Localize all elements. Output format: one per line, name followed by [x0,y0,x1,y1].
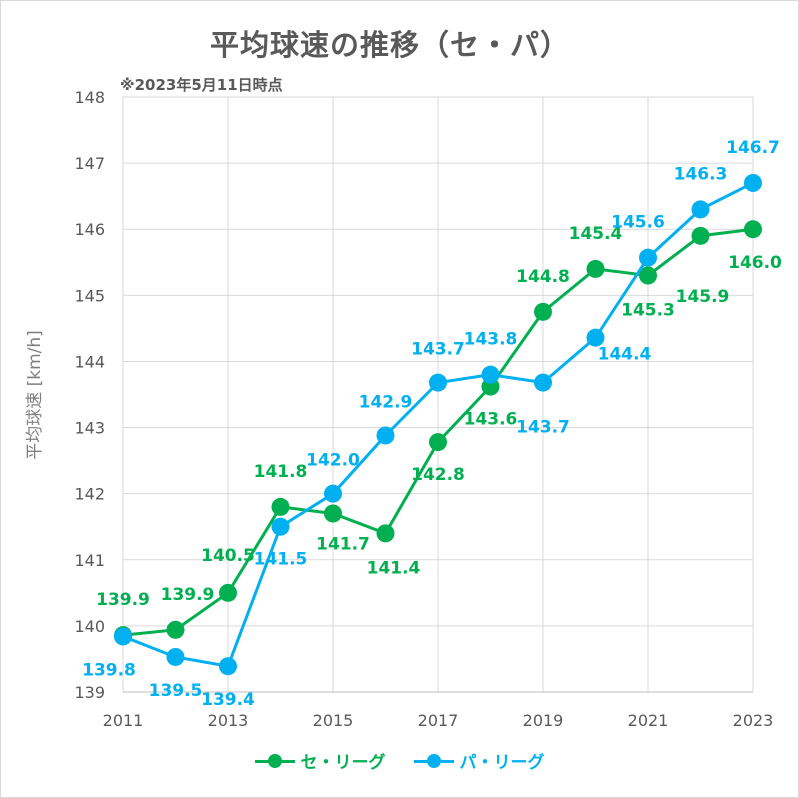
chart-subtitle: ※2023年5月11日時点 [120,76,283,94]
legend-item-central: セ・リーグ [254,748,386,773]
data-point-0 [639,266,657,285]
data-labels: 139.9 139.9 140.5 141.8 141.7 141.4 142.8 143.6… [82,138,782,710]
y-tick-label: 140 [74,617,105,636]
data-point-1 [219,657,237,676]
data-label-1: 139.5 [149,681,203,701]
data-point-0 [534,302,552,321]
data-label-0: 141.4 [367,558,421,578]
legend-label-central: セ・リーグ [300,753,386,773]
y-tick-label: 142 [74,485,105,504]
y-tick-label: 141 [74,551,105,570]
data-point-1 [691,200,710,219]
data-label-1: 145.6 [611,213,665,233]
x-tick-label: 2013 [208,711,249,730]
data-point-1 [481,365,500,384]
data-label-0: 139.9 [161,585,215,605]
data-label-0: 144.8 [516,267,570,287]
x-tick-label: 2011 [103,711,144,730]
y-tick-label: 139 [74,683,105,702]
x-tick-label: 2023 [733,711,774,730]
y-tick-label: 144 [74,352,105,371]
x-tick-label: 2019 [523,711,564,730]
data-point-1 [744,173,762,192]
gridlines [122,96,754,693]
data-label-1: 142.9 [359,392,413,412]
data-point-0 [376,524,395,543]
data-label-1: 139.8 [82,660,136,680]
series-layer [114,173,762,676]
data-label-1: 143.7 [411,340,465,360]
data-label-0: 145.9 [676,287,730,307]
data-label-0: 143.6 [464,410,518,430]
data-point-0 [271,497,290,516]
legend: セ・リーグ パ・リーグ [0,748,799,773]
data-point-1 [586,328,605,347]
data-label-0: 140.5 [201,546,255,566]
x-tick-label: 2021 [628,711,669,730]
data-point-0 [324,504,342,523]
y-tick-label: 143 [74,419,105,438]
chart-title: 平均球速の推移（セ・パ） [209,28,570,62]
legend-swatch-pacific [413,751,454,771]
data-label-1: 142.0 [306,451,360,471]
data-label-0: 145.4 [569,224,623,244]
data-label-0: 141.8 [254,462,308,482]
data-label-1: 146.3 [674,164,728,184]
legend-label-pacific: パ・リーグ [459,753,545,773]
data-label-1: 143.8 [464,330,518,350]
data-label-0: 146.0 [728,253,782,273]
data-point-1 [639,248,657,267]
data-point-1 [271,517,290,536]
data-point-1 [534,373,552,392]
data-label-1: 141.5 [254,550,308,570]
data-point-0 [744,220,762,239]
data-label-0: 141.7 [316,535,370,555]
legend-item-pacific: パ・リーグ [413,748,545,773]
data-point-0 [691,226,710,245]
y-tick-label: 147 [74,154,105,173]
tick-labels: 139 140 141 142 143 144 145 146 147 148 2011 2013 20… [74,88,773,730]
data-point-1 [429,373,447,392]
data-point-0 [166,620,185,639]
data-point-1 [376,426,395,445]
data-point-0 [586,259,605,278]
y-tick-label: 146 [74,220,105,239]
data-label-0: 142.8 [411,465,465,485]
data-label-1: 139.4 [201,690,255,710]
data-point-1 [114,627,132,646]
data-label-0: 139.9 [96,590,150,610]
y-tick-label: 145 [74,286,105,305]
data-point-0 [429,433,447,452]
x-tick-label: 2017 [418,711,459,730]
y-tick-label: 148 [74,88,105,107]
data-label-1: 146.7 [726,138,780,158]
x-tick-label: 2015 [313,711,354,730]
data-label-0: 145.3 [621,301,675,321]
data-point-1 [324,484,342,503]
legend-swatch-central [254,751,295,771]
data-label-1: 143.7 [516,418,570,438]
data-label-1: 144.4 [598,345,652,365]
data-point-0 [219,583,237,602]
data-point-1 [166,647,185,666]
